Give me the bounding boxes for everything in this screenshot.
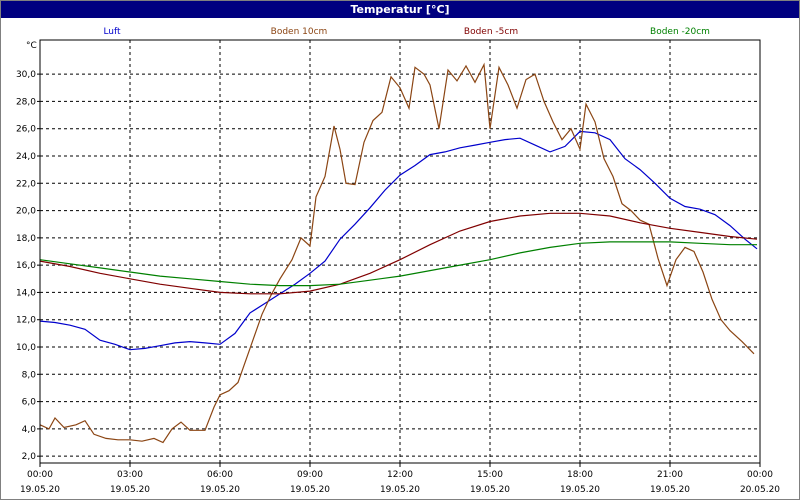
x-tick-date: 19.05.20 bbox=[110, 485, 150, 495]
x-axis: 00:00 19.05.20 03:00 19.05.20 06:00 19.05.20 0… bbox=[20, 463, 780, 495]
y-axis: 2,0 4,0 6,0 8,0 10,0 12,0 14,0 16,0 18,0 20,0 22,0… bbox=[16, 70, 40, 462]
grid bbox=[40, 40, 760, 463]
y-axis-unit: °C bbox=[26, 41, 37, 51]
y-tick-label: 24,0 bbox=[16, 152, 36, 162]
y-tick-label: 22,0 bbox=[16, 179, 36, 189]
series-line-boden-20cm bbox=[39, 241, 757, 287]
x-tick-date: 19.05.20 bbox=[560, 485, 600, 495]
x-tick-date: 19.05.20 bbox=[380, 485, 420, 495]
x-tick-date: 19.05.20 bbox=[20, 485, 60, 495]
legend-item-boden-10cm: Boden 10cm bbox=[271, 27, 328, 37]
y-tick-label: 28,0 bbox=[16, 97, 36, 107]
x-tick-date: 20.05.20 bbox=[740, 485, 780, 495]
y-tick-label: 26,0 bbox=[16, 125, 36, 135]
x-tick-date: 19.05.20 bbox=[200, 485, 240, 495]
x-tick-date: 19.05.20 bbox=[290, 485, 330, 495]
chart-title: Temperatur [°C] bbox=[1, 1, 799, 18]
legend: Luft Boden 10cm Boden -5cm Boden -20cm bbox=[103, 27, 710, 37]
y-tick-label: 20,0 bbox=[16, 207, 36, 217]
series-line-luft bbox=[39, 130, 758, 351]
legend-item-boden-20cm: Boden -20cm bbox=[650, 27, 710, 37]
y-tick-label: 2,0 bbox=[22, 452, 37, 462]
x-tick-time: 18:00 bbox=[567, 470, 593, 480]
y-tick-label: 30,0 bbox=[16, 70, 36, 80]
series-line-boden-5cm bbox=[39, 212, 758, 295]
x-tick-time: 00:00 bbox=[747, 470, 773, 480]
legend-item-luft: Luft bbox=[103, 27, 121, 37]
y-tick-label: 10,0 bbox=[16, 343, 36, 353]
y-tick-label: 8,0 bbox=[22, 370, 37, 380]
x-tick-time: 09:00 bbox=[297, 470, 323, 480]
legend-item-boden-5cm: Boden -5cm bbox=[464, 27, 518, 37]
x-tick-date: 19.05.20 bbox=[470, 485, 510, 495]
x-tick-date: 19.05.20 bbox=[650, 485, 690, 495]
series-line-boden-10cm bbox=[39, 62, 755, 444]
y-tick-label: 4,0 bbox=[22, 425, 37, 435]
x-tick-time: 15:00 bbox=[477, 470, 503, 480]
x-tick-time: 00:00 bbox=[27, 470, 53, 480]
series-lines bbox=[39, 62, 758, 444]
x-tick-time: 06:00 bbox=[207, 470, 233, 480]
y-tick-label: 18,0 bbox=[16, 234, 36, 244]
x-tick-time: 21:00 bbox=[657, 470, 683, 480]
x-tick-time: 12:00 bbox=[387, 470, 413, 480]
y-tick-label: 12,0 bbox=[16, 316, 36, 326]
y-tick-label: 6,0 bbox=[22, 398, 37, 408]
x-tick-time: 03:00 bbox=[117, 470, 143, 480]
y-tick-label: 14,0 bbox=[16, 288, 36, 298]
y-tick-label: 16,0 bbox=[16, 261, 36, 271]
